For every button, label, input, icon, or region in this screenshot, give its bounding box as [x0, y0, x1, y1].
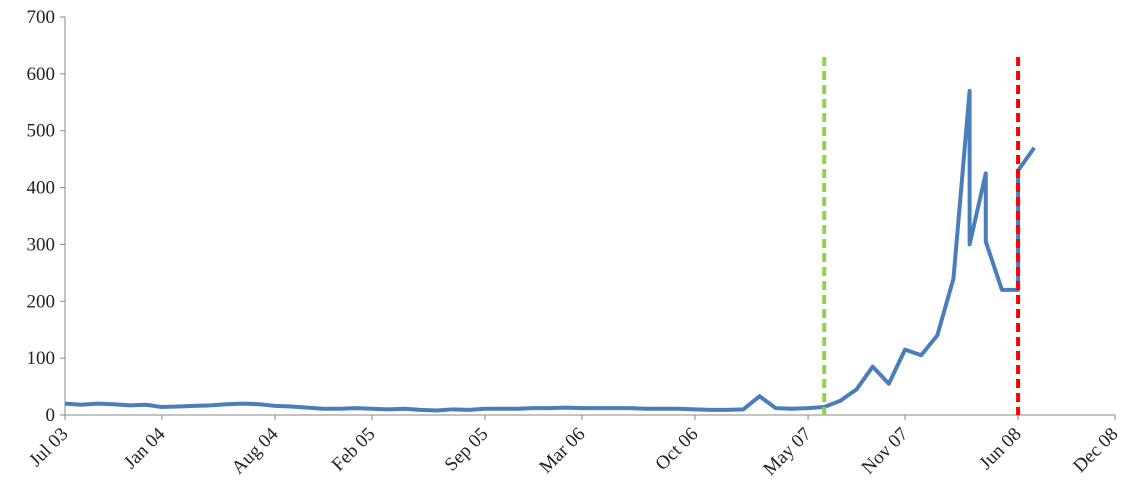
- x-tick-label: Oct 06: [651, 424, 702, 475]
- x-tick-label: May 07: [759, 424, 815, 480]
- x-tick-label: Feb 05: [328, 424, 380, 476]
- x-tick-label: Mar 06: [535, 424, 589, 478]
- y-tick-label: 600: [27, 64, 56, 85]
- x-tick-label: Jan 04: [120, 423, 170, 473]
- x-tick-label: Dec 08: [1069, 424, 1122, 477]
- x-tick-label: Aug 04: [228, 423, 283, 478]
- x-tick-label: Sep 05: [441, 424, 493, 476]
- y-tick-label: 200: [27, 291, 56, 312]
- y-tick-label: 100: [27, 348, 56, 369]
- y-tick-label: 300: [27, 234, 56, 255]
- x-tick-label: Jul 03: [25, 424, 72, 471]
- y-tick-label: 700: [27, 7, 56, 28]
- x-tick-label: Jun 08: [975, 424, 1025, 474]
- y-tick-label: 400: [27, 178, 56, 199]
- line-series: [64, 88, 1036, 413]
- x-tick-label: Nov 07: [858, 424, 913, 479]
- y-tick-label: 500: [27, 121, 56, 142]
- y-tick-label: 0: [46, 405, 56, 426]
